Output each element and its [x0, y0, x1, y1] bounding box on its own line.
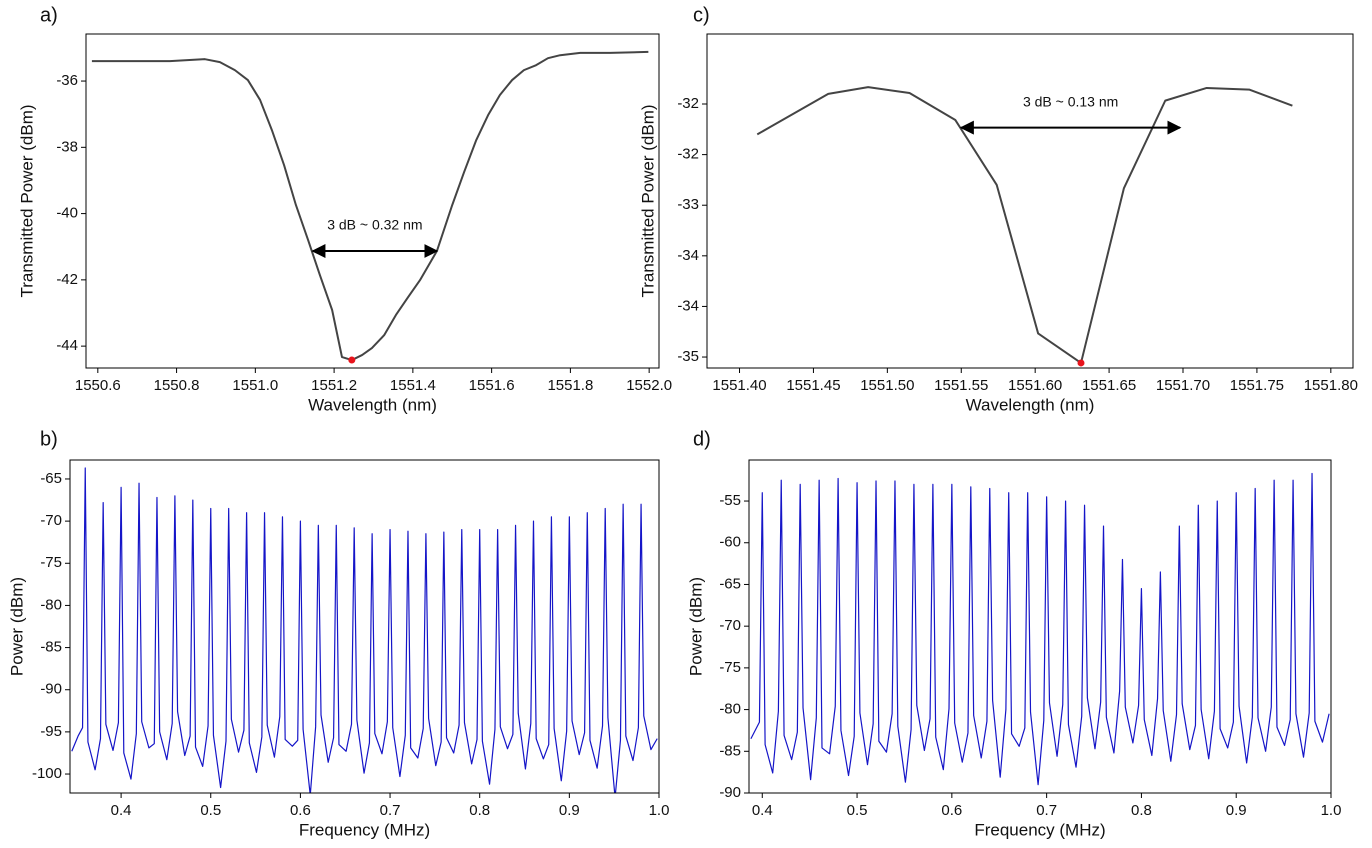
data-line	[71, 467, 658, 793]
x-tick-label: 1551.2	[311, 377, 357, 394]
x-tick-label: 0.7	[380, 802, 401, 819]
panel-label: a)	[40, 4, 58, 26]
x-axis-label: Wavelength (nm)	[308, 395, 437, 414]
x-tick-label: 0.6	[941, 802, 962, 819]
y-axis-label: Power (dBm)	[7, 577, 26, 676]
plot-frame	[748, 459, 1332, 794]
y-tick-label: -36	[56, 72, 78, 89]
y-tick-label: -95	[40, 723, 62, 740]
panel: c) 1551.40 1551.45 1551.50 1551.55 1551.60 155…	[638, 4, 1357, 414]
min-point	[1077, 359, 1085, 367]
data-line	[750, 472, 1330, 786]
data-line	[91, 50, 649, 362]
x-tick-label: 1550.8	[154, 377, 200, 394]
y-tick-label: -65	[40, 470, 62, 487]
x-axis-label: Frequency (MHz)	[299, 820, 430, 839]
y-tick-label: -35	[677, 348, 699, 365]
panel-label: b)	[40, 428, 58, 450]
y-tick-label: -42	[56, 271, 78, 288]
y-tick-label: -33	[677, 196, 699, 213]
x-axis-label: Frequency (MHz)	[974, 820, 1105, 839]
plot-frame	[69, 459, 660, 794]
y-axis-label: Transmitted Power (dBm)	[17, 104, 36, 297]
panel: a) 1550.6 1550.8 1551.0 1551.2 1551.4 1551.6 15…	[17, 4, 672, 414]
x-tick-label: 0.8	[1131, 802, 1152, 819]
x-tick-label: 0.5	[847, 802, 868, 819]
panel: b) 0.4 0.5 0.6 0.7 0.8 0.9 1.0 -65 -70 -75 -80 -85 -9…	[7, 428, 669, 839]
x-tick-label: 1551.60	[1008, 377, 1062, 394]
x-tick-label: 0.9	[1226, 802, 1247, 819]
x-tick-label: 0.8	[469, 802, 490, 819]
x-tick-label: 1551.80	[1304, 377, 1358, 394]
y-tick-label: -55	[719, 492, 741, 509]
data-line	[756, 86, 1293, 364]
x-tick-label: 1551.55	[934, 377, 988, 394]
x-tick-label: 1551.4	[390, 377, 436, 394]
y-tick-label: -80	[719, 701, 741, 718]
y-tick-label: -34	[677, 297, 699, 314]
y-tick-label: -65	[719, 575, 741, 592]
y-tick-label: -80	[40, 596, 62, 613]
y-tick-label: -90	[719, 784, 741, 801]
x-tick-label: 0.4	[752, 802, 773, 819]
y-tick-label: -70	[719, 617, 741, 634]
panel-label: c)	[693, 4, 710, 26]
plot-frame	[706, 33, 1354, 369]
x-tick-label: 1.0	[1321, 802, 1342, 819]
x-tick-label: 1551.50	[860, 377, 914, 394]
x-axis-label: Wavelength (nm)	[966, 395, 1095, 414]
y-tick-label: -85	[40, 639, 62, 656]
x-tick-label: 1551.6	[469, 377, 515, 394]
x-tick-label: 0.4	[111, 802, 132, 819]
x-tick-label: 0.7	[1036, 802, 1057, 819]
y-tick-label: -75	[40, 554, 62, 571]
y-tick-label: -34	[677, 247, 699, 264]
min-point	[348, 356, 356, 364]
y-tick-label: -40	[56, 205, 78, 222]
y-tick-label: -70	[40, 512, 62, 529]
y-tick-label: -100	[32, 765, 62, 782]
x-tick-label: 1.0	[649, 802, 670, 819]
x-tick-label: 1551.75	[1230, 377, 1284, 394]
annotation: 3 dB ~ 0.32 nm	[327, 217, 422, 233]
x-tick-label: 1550.6	[75, 377, 121, 394]
y-axis-label: Transmitted Power (dBm)	[638, 104, 657, 297]
plot-frame	[85, 33, 660, 369]
panel: d) 0.4 0.5 0.6 0.7 0.8 0.9 1.0 -55 -60 -65 -70 -75 -8…	[686, 428, 1341, 839]
x-tick-label: 0.6	[290, 802, 311, 819]
annotation: 3 dB ~ 0.13 nm	[1023, 93, 1118, 109]
x-tick-label: 1551.45	[786, 377, 840, 394]
x-tick-label: 1551.0	[232, 377, 278, 394]
x-tick-label: 1551.40	[712, 377, 766, 394]
x-tick-label: 1552.0	[626, 377, 672, 394]
y-tick-label: -75	[719, 659, 741, 676]
x-tick-label: 1551.8	[547, 377, 593, 394]
y-tick-label: -44	[56, 337, 78, 354]
y-tick-label: -32	[677, 146, 699, 163]
x-tick-label: 1551.65	[1082, 377, 1136, 394]
y-tick-label: -60	[719, 534, 741, 551]
y-tick-label: -32	[677, 95, 699, 112]
y-tick-label: -90	[40, 681, 62, 698]
x-tick-label: 1551.70	[1156, 377, 1210, 394]
panel-label: d)	[693, 428, 711, 450]
x-tick-label: 0.9	[559, 802, 580, 819]
x-tick-label: 0.5	[200, 802, 221, 819]
y-tick-label: -38	[56, 138, 78, 155]
y-axis-label: Power (dBm)	[686, 577, 705, 676]
y-tick-label: -85	[719, 742, 741, 759]
